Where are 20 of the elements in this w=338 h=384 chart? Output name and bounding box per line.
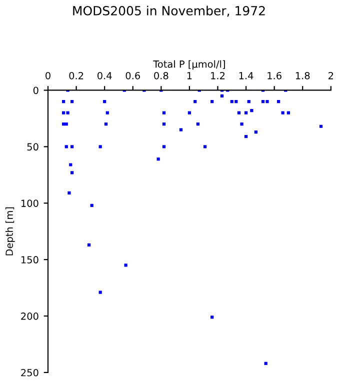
x-tick-label: 2 <box>328 72 334 80</box>
x-tick-label: 0.6 <box>126 72 140 80</box>
x-axis-title: Total P [µmol/l] <box>153 60 225 70</box>
x-tick-label: 0.2 <box>69 72 84 80</box>
y-tick-label: 200 <box>21 312 38 320</box>
x-tick-label: 1.6 <box>268 72 282 80</box>
y-axis-title: Depth [m] <box>5 207 15 256</box>
x-tick-label: 0.4 <box>97 72 112 80</box>
y-tick-label: 150 <box>21 256 38 264</box>
x-tick-label: 1.8 <box>296 72 310 80</box>
y-tick-label: 50 <box>27 143 38 151</box>
y-tick-label: 0 <box>33 86 38 94</box>
y-tick-label: 100 <box>21 200 38 207</box>
x-tick-label: 1 <box>187 72 192 80</box>
x-tick-label: 0 <box>46 72 50 80</box>
x-tick-label: 0.8 <box>154 72 168 80</box>
y-tick-label: 250 <box>21 368 38 376</box>
x-tick-label: 1.4 <box>239 72 254 80</box>
x-tick-label: 1.2 <box>211 72 224 80</box>
chart-title: MODS2005 in November, 1972 <box>73 6 265 17</box>
